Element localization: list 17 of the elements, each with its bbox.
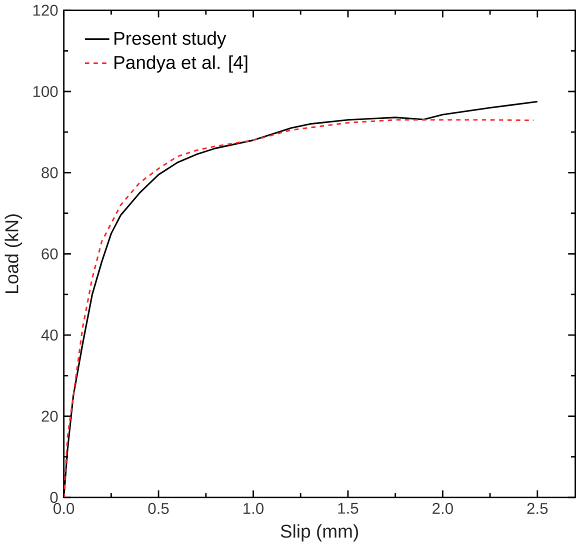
y-tick-label: 100 [33,86,58,97]
legend-label: Pandya et al. [4] [114,55,248,73]
x-tick-label: 0.5 [148,502,169,514]
legend-label: Present study [114,31,226,48]
y-tick-label: 20 [42,410,58,422]
x-tick-label: 2.5 [527,502,548,514]
x-tick-label: 2.0 [432,502,453,514]
y-tick-label: 60 [42,248,58,260]
x-tick-label: 0.0 [54,502,74,514]
x-tick-label: 1.5 [338,502,358,514]
x-axis-title: Slip (mm) [280,524,358,542]
y-tick-label: 40 [41,329,58,340]
y-tick-label: 0 [50,492,58,503]
y-tick-label: 80 [42,167,58,178]
y-tick-label: 120 [33,4,58,16]
x-tick-label: 1.0 [244,502,264,514]
y-axis-title: Load (kN) [4,214,22,293]
